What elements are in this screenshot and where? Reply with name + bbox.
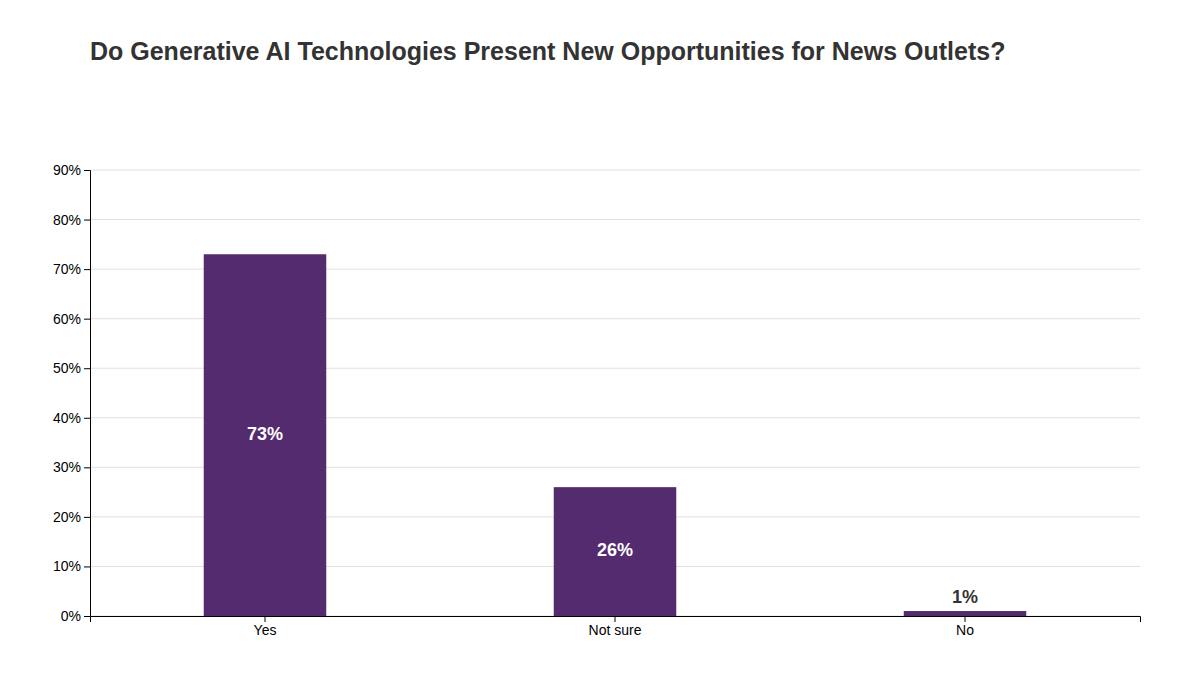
- bars: [204, 254, 1027, 616]
- x-tick-label: No: [956, 622, 974, 638]
- y-axis: 0% 10% 20% 30% 40% 50% 60% 70% 80% 90%: [53, 162, 91, 624]
- data-label: 26%: [597, 540, 633, 560]
- data-labels: 73% 26% 1%: [247, 424, 978, 607]
- y-tick: 40%: [53, 410, 90, 426]
- y-tick-mark: [84, 517, 90, 518]
- y-tick-label: 0%: [61, 608, 81, 624]
- bar: [204, 254, 327, 616]
- grid-line: [90, 170, 1140, 171]
- y-tick-label: 90%: [53, 162, 81, 178]
- y-tick-label: 30%: [53, 459, 81, 475]
- grid: [90, 170, 1140, 616]
- x-tick: No: [956, 616, 974, 638]
- y-tick-mark: [84, 566, 90, 567]
- y-tick-mark: [84, 368, 90, 369]
- data-label: 1%: [952, 587, 978, 607]
- x-tick: Yes: [254, 616, 277, 638]
- y-tick-mark: [84, 220, 90, 221]
- y-tick-label: 50%: [53, 360, 81, 376]
- y-tick-label: 70%: [53, 261, 81, 277]
- x-tick-label: Yes: [254, 622, 277, 638]
- grid-line: [90, 219, 1140, 220]
- y-tick-mark: [84, 170, 90, 171]
- x-tick-label: Not sure: [589, 622, 642, 638]
- title: Do Generative AI Technologies Present Ne…: [90, 37, 1005, 65]
- chart: Do Generative AI Technologies Present Ne…: [0, 0, 1200, 676]
- y-tick-label: 80%: [53, 212, 81, 228]
- y-tick-mark: [84, 616, 90, 617]
- y-tick: 90%: [53, 162, 90, 178]
- y-tick-mark: [84, 269, 90, 270]
- bar: [554, 487, 677, 616]
- y-axis-line: [84, 171, 91, 617]
- y-tick-label: 40%: [53, 410, 81, 426]
- bar: [904, 611, 1027, 616]
- y-tick: 50%: [53, 360, 90, 376]
- data-label: 73%: [247, 424, 283, 444]
- y-tick-mark: [84, 467, 90, 468]
- y-tick: 30%: [53, 459, 90, 475]
- y-tick: 20%: [53, 509, 90, 525]
- y-tick: 10%: [53, 558, 90, 574]
- y-tick-label: 10%: [53, 558, 81, 574]
- x-axis: Yes Not sure No: [91, 616, 1141, 638]
- y-tick: 60%: [53, 311, 90, 327]
- x-tick: Not sure: [589, 616, 642, 638]
- y-tick: 70%: [53, 261, 90, 277]
- y-tick-label: 20%: [53, 509, 81, 525]
- plot: 0% 10% 20% 30% 40% 50% 60% 70% 80% 90% Yes Not sure…: [53, 162, 1141, 638]
- y-tick-mark: [84, 418, 90, 419]
- y-tick: 0%: [61, 608, 90, 624]
- y-tick: 80%: [53, 212, 90, 228]
- y-tick-mark: [84, 319, 90, 320]
- y-tick-label: 60%: [53, 311, 81, 327]
